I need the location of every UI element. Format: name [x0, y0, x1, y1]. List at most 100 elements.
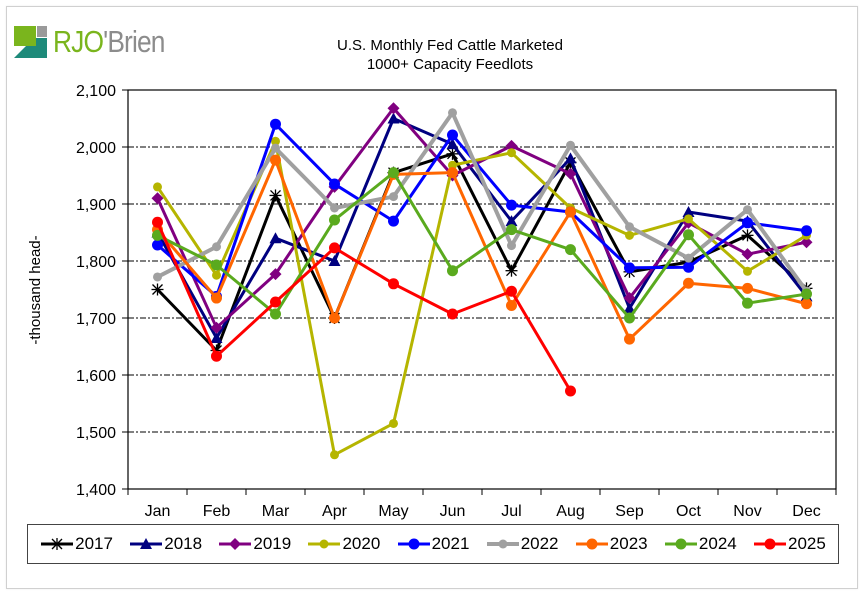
data-point-2017	[269, 189, 282, 202]
y-tick-label: 1,500	[76, 425, 116, 442]
data-point-2021	[683, 261, 694, 273]
data-point-2022	[684, 253, 693, 263]
data-point-2024	[270, 308, 281, 320]
data-point-2021	[270, 118, 281, 130]
x-tick-label: Jul	[501, 503, 521, 520]
rjobrien-logo-icon	[14, 26, 47, 58]
logo-text-rjo: RJO	[53, 24, 104, 59]
data-point-2020	[389, 418, 398, 428]
legend-item-2020: 2020	[307, 534, 380, 554]
legend-swatch-icon	[486, 539, 519, 549]
series-group	[151, 102, 813, 460]
series-line-2021	[156, 122, 807, 298]
legend-swatch-marker	[140, 538, 153, 549]
data-point-2024	[388, 167, 399, 179]
data-point-2025	[506, 285, 517, 297]
data-point-2023	[270, 154, 281, 166]
data-point-2020	[625, 230, 634, 240]
data-point-2022	[153, 272, 162, 282]
y-tick-label: 1,900	[76, 197, 116, 214]
legend-label: 2022	[520, 534, 559, 553]
data-point-2017	[151, 283, 164, 296]
data-point-2018	[505, 215, 518, 227]
legend-item-2017: 2017	[40, 534, 113, 554]
data-point-2022	[448, 108, 457, 118]
x-tick-label: Jan	[145, 503, 171, 520]
data-point-2020	[507, 148, 516, 158]
data-point-2019	[269, 268, 282, 281]
data-point-2023	[506, 299, 517, 311]
data-point-2024	[801, 288, 812, 300]
x-tick-label: Nov	[733, 503, 761, 520]
y-tick-label: 1,600	[76, 368, 116, 385]
chart-card	[6, 6, 858, 589]
data-point-2019	[741, 248, 754, 261]
legend-item-2018: 2018	[129, 534, 202, 554]
data-point-2020	[743, 266, 752, 276]
data-point-2022	[212, 242, 221, 252]
y-tick-label: 1,700	[76, 311, 116, 328]
data-point-2020	[330, 450, 339, 460]
data-point-2024	[329, 214, 340, 226]
series-line-2019	[156, 106, 807, 330]
data-point-2025	[565, 385, 576, 397]
data-point-2022	[271, 143, 280, 153]
data-point-2018	[328, 255, 341, 266]
series-line-2017	[156, 152, 808, 352]
logo-text: RJO'Brien	[53, 24, 165, 60]
series-line-2022	[156, 110, 809, 293]
data-point-2023	[683, 277, 694, 289]
data-point-2021	[388, 215, 399, 227]
data-point-2019	[623, 292, 636, 305]
marker-stroke	[270, 189, 281, 201]
data-point-2023	[447, 167, 458, 179]
legend-swatch-marker	[764, 538, 776, 550]
data-point-2024	[683, 229, 694, 241]
data-point-2024	[152, 229, 163, 241]
chart-title: U.S. Monthly Fed Cattle Marketed	[337, 37, 563, 54]
data-point-2019	[800, 236, 813, 249]
legend-label: 2018	[164, 534, 203, 553]
y-tick-label: 2,000	[76, 140, 116, 157]
data-point-2020	[153, 182, 162, 192]
legend-label: 2020	[342, 534, 381, 553]
data-point-2018	[210, 331, 223, 343]
data-point-2022	[330, 203, 339, 213]
legend-swatch-marker	[229, 538, 242, 550]
legend-swatch-icon	[397, 538, 430, 550]
data-point-2022	[743, 205, 752, 215]
series-line-2025	[156, 221, 572, 392]
data-point-2024	[624, 312, 635, 324]
plot-frame	[127, 89, 837, 490]
legend-swatch-marker	[586, 538, 598, 550]
legend-label: 2024	[698, 534, 737, 553]
y-tick-label: 1,800	[76, 254, 116, 271]
y-tick-label: 1,400	[76, 482, 116, 499]
legend-swatch-icon	[575, 538, 608, 550]
legend-swatch-icon	[130, 538, 163, 549]
data-point-2023	[329, 312, 340, 324]
y-axis: 1,400 1,500 1,600 1,700 1,800 1,900 2,000 2,100	[76, 83, 128, 499]
data-point-2020	[684, 214, 693, 224]
legend-label: 2023	[609, 534, 648, 553]
data-point-2020	[212, 270, 221, 280]
legend-label: 2017	[75, 534, 113, 553]
legend-swatch-icon	[308, 539, 341, 549]
data-point-2025	[270, 296, 281, 308]
data-point-2024	[565, 244, 576, 256]
marker-stroke	[506, 265, 517, 277]
legend-label: 2025	[788, 534, 826, 553]
chart-subtitle: 1000+ Capacity Feedlots	[366, 56, 534, 73]
data-point-2025	[211, 350, 222, 362]
marker-stroke	[742, 229, 753, 241]
legend-item-2024: 2024	[664, 534, 737, 554]
data-point-2019	[151, 192, 164, 205]
legend-item-2021: 2021	[397, 534, 469, 554]
data-point-2024	[211, 259, 222, 271]
legend-swatch-marker	[51, 538, 64, 550]
data-point-2020	[448, 160, 457, 170]
rjobrien-logo: RJO'Brien	[14, 20, 184, 64]
data-point-2018	[269, 232, 282, 244]
x-tick-label: Jun	[440, 503, 466, 520]
series-2023	[152, 154, 812, 345]
